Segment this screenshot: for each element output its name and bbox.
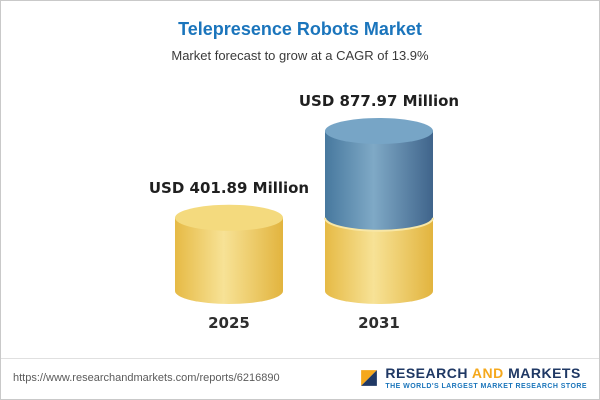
logo-flag-icon xyxy=(361,369,378,386)
logo-tagline: THE WORLD'S LARGEST MARKET RESEARCH STOR… xyxy=(385,383,587,390)
footer-bar: https://www.researchandmarkets.com/repor… xyxy=(1,357,599,399)
page-subtitle: Market forecast to grow at a CAGR of 13.… xyxy=(171,48,429,63)
bar-segment-2025-yellow xyxy=(175,217,283,304)
logo-research: RESEARCH xyxy=(385,364,468,381)
cylinder-top-2031 xyxy=(325,118,433,144)
logo-text: RESEARCH AND MARKETS THE WORLD'S LARGEST… xyxy=(385,364,587,390)
category-label-2031: 2031 xyxy=(358,314,400,332)
market-chart: USD 401.89 Million 2025 USD 877.97 Million… xyxy=(149,92,459,332)
value-label-2031: USD 877.97 Million xyxy=(299,92,459,110)
company-logo: RESEARCH AND MARKETS THE WORLD'S LARGEST… xyxy=(360,364,587,390)
chart-header: Telepresence Robots Market Market foreca… xyxy=(1,1,599,63)
report-url-link[interactable]: https://www.researchandmarkets.com/repor… xyxy=(13,371,280,384)
logo-and: AND xyxy=(471,364,504,381)
page-title: Telepresence Robots Market xyxy=(178,19,422,39)
value-label-2025: USD 401.89 Million xyxy=(149,179,309,197)
logo-wordmark: RESEARCH AND MARKETS xyxy=(385,364,587,381)
category-label-2025: 2025 xyxy=(208,314,250,332)
bar-segment-2031-yellow xyxy=(325,217,433,304)
logo-markets: MARKETS xyxy=(508,364,581,381)
bar-segment-2031-blue xyxy=(325,131,433,231)
segment-junction-rim xyxy=(324,217,434,232)
cylinder-top-2025 xyxy=(175,204,283,231)
